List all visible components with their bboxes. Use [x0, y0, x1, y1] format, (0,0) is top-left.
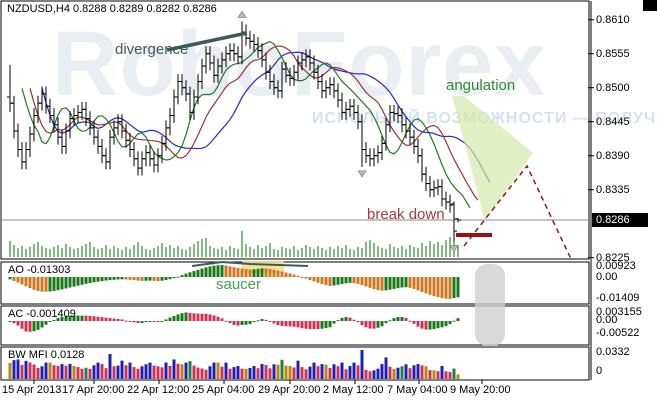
date-tick-label: 2 May 12:00: [323, 384, 384, 396]
date-tick-label: 7 May 04:00: [387, 384, 448, 396]
price-tick-label: 0.8610: [596, 13, 630, 26]
annotation-divergence: divergence: [115, 41, 189, 58]
price-tick-label: 0.8445: [596, 115, 630, 128]
ao-indicator-label: AO -0.01303: [8, 264, 71, 276]
date-tick-label: 22 Apr 12:00: [127, 384, 190, 396]
bwmfi-indicator-label: BW MFI 0.0128: [8, 349, 85, 361]
annotation-saucer: saucer: [216, 276, 262, 293]
broker-watermark: RoboForex: [52, 13, 547, 115]
indicator-tick-label: 0: [596, 365, 603, 377]
window-corner-block: [643, 0, 657, 11]
price-tick-label: 0.8555: [596, 47, 630, 60]
date-tick-label: 9 May 20:00: [450, 384, 511, 396]
indicator-tick-label: 0.00923: [596, 260, 636, 272]
price-tick-label: 0.8390: [596, 149, 630, 162]
chart-title-ohlc: NZDUSD,H4 0.8288 0.8289 0.8282 0.8286: [7, 3, 217, 15]
indicator-tick-label: 0.0332: [596, 346, 630, 358]
price-tick-label: 0.8335: [596, 183, 630, 196]
price-tick-label: 0.8225: [596, 251, 630, 264]
indicator-tick-label: 0.00: [596, 314, 618, 326]
date-tick-label: 29 Apr 20:00: [258, 384, 321, 396]
ac-indicator-label: AC -0.001409: [8, 308, 76, 320]
indicator-tick-label: 0.00: [596, 271, 618, 283]
indicator-tick-label: -0.01409: [596, 292, 640, 304]
date-tick-label: 15 Apr 2013: [2, 384, 62, 396]
annotation-angulation: angulation: [446, 77, 516, 94]
indicator-tick-label: 0.003155: [596, 306, 642, 318]
current-price-badge: 0.8286: [592, 213, 648, 227]
date-tick-label: 25 Apr 04:00: [192, 384, 255, 396]
price-tick-label: 0.8500: [596, 81, 630, 94]
date-tick-label: 17 Apr 20:00: [62, 384, 125, 396]
annotation-break-down: break down: [367, 206, 445, 223]
indicator-tick-label: -0.00522: [596, 327, 640, 339]
